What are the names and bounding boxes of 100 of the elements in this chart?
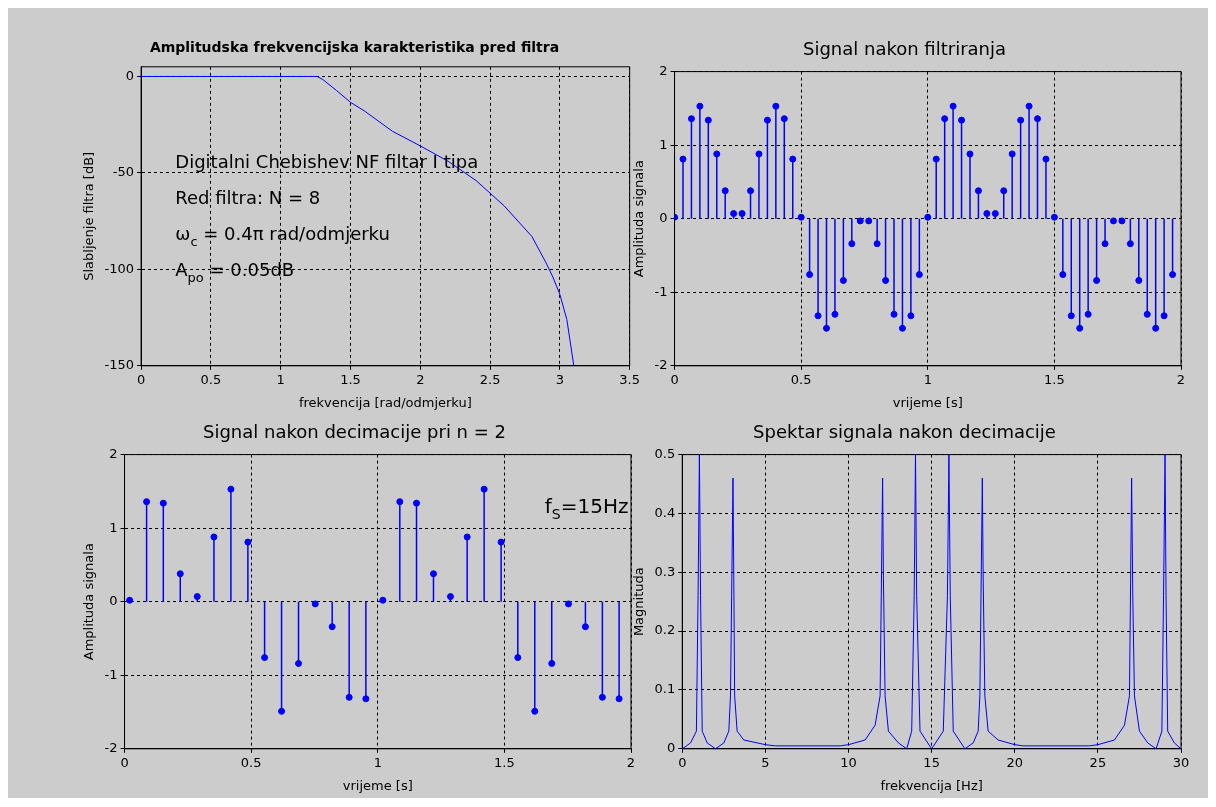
point [907, 312, 915, 320]
x-axis-title: vrijeme [s] [892, 394, 963, 410]
point [244, 538, 252, 546]
x-tick-label: 1 [276, 371, 285, 387]
point [295, 659, 303, 667]
point [328, 623, 336, 631]
x-tick-label: 1 [923, 371, 932, 387]
chart-title: Spektar signala nakon decimacije [753, 421, 1056, 443]
point [704, 116, 712, 124]
point [822, 324, 830, 332]
point [396, 498, 404, 506]
x-tick-label: 2.5 [479, 371, 501, 387]
x-tick-label: 0.5 [200, 371, 222, 387]
x-tick-label: 0 [136, 371, 146, 387]
point [362, 695, 370, 703]
y-tick-label: -50 [112, 164, 135, 180]
point [958, 116, 966, 124]
x-tick-label: 3 [555, 371, 565, 387]
point [974, 187, 982, 195]
point [598, 693, 606, 701]
y-tick-label: 0.1 [654, 681, 676, 697]
point [1017, 116, 1025, 124]
point [687, 115, 695, 123]
y-tick-label: 0.5 [654, 445, 676, 461]
point [932, 155, 940, 163]
point [413, 499, 421, 507]
point [721, 187, 729, 195]
point [227, 485, 235, 493]
x-tick-label: 3.5 [619, 371, 641, 387]
y-axis-title: Amplituda signala [631, 160, 647, 278]
point [1000, 187, 1008, 195]
chart-title: Signal nakon decimacije pri n = 2 [203, 421, 506, 443]
chart-title: Signal nakon filtriranja [802, 38, 1007, 60]
point [176, 570, 184, 578]
point [497, 538, 505, 546]
point [463, 533, 471, 541]
x-tick-label: 0.5 [790, 371, 812, 387]
point [772, 102, 780, 110]
y-tick-label: 0.2 [654, 622, 676, 638]
point [1093, 276, 1101, 284]
point [949, 102, 957, 110]
point [806, 271, 814, 279]
point [763, 116, 771, 124]
point [1101, 240, 1109, 248]
x-tick-label: 0 [678, 754, 687, 770]
y-tick-label: 0 [659, 210, 668, 226]
point [941, 115, 949, 123]
y-tick-label: 0 [109, 593, 118, 609]
point [581, 623, 589, 631]
point [1008, 150, 1016, 158]
chart-title: Amplitudska frekvencijska karakteristika pred filtra [149, 39, 560, 56]
x-tick-label: 2 [1176, 371, 1186, 387]
x-tick-label: 30 [1172, 754, 1190, 770]
x-tick-label: 10 [840, 754, 857, 770]
y-tick-label: 0.4 [654, 504, 676, 520]
point [514, 654, 522, 662]
point [1059, 271, 1067, 279]
y-tick-label: 2 [659, 62, 668, 78]
point [429, 570, 437, 578]
point [531, 707, 539, 715]
point [890, 310, 898, 318]
x-tick-label: 1.5 [340, 371, 361, 387]
x-tick-label: 1.5 [494, 754, 515, 770]
point [1135, 276, 1143, 284]
point [966, 150, 974, 158]
x-tick-label: 2 [416, 371, 425, 387]
x-tick-label: 0.5 [240, 754, 262, 770]
point [1143, 310, 1151, 318]
point [480, 485, 488, 493]
point [1126, 240, 1134, 248]
x-tick-label: 1 [373, 754, 382, 770]
point [615, 695, 623, 703]
y-tick-label: 1 [109, 519, 118, 535]
annotation: Red filtra: N = 8 [175, 187, 321, 209]
x-tick-label: 20 [1006, 754, 1024, 770]
x-tick-label: 25 [1089, 754, 1107, 770]
y-tick-label: 0.3 [654, 563, 676, 579]
point [789, 155, 797, 163]
point [1169, 271, 1177, 279]
point [873, 240, 881, 248]
point [831, 310, 839, 318]
point [679, 155, 687, 163]
point [1042, 155, 1050, 163]
point [814, 312, 822, 320]
x-tick-label: 5 [761, 754, 770, 770]
point [696, 102, 704, 110]
y-axis-title: Amplituda signala [81, 543, 97, 661]
point [548, 659, 556, 667]
x-tick-label: 1.5 [1044, 371, 1065, 387]
point [839, 276, 847, 284]
y-tick-label: 0 [666, 740, 676, 756]
point [882, 276, 890, 284]
x-tick-label: 2 [626, 754, 636, 770]
y-tick-label: -1 [104, 666, 118, 682]
x-tick-label: 15 [923, 754, 940, 770]
point [713, 150, 721, 158]
y-tick-label: -150 [104, 357, 135, 373]
x-axis-title: frekvencija [rad/odmjerku] [298, 394, 472, 410]
y-tick-label: -100 [104, 260, 135, 276]
point [1034, 115, 1041, 123]
